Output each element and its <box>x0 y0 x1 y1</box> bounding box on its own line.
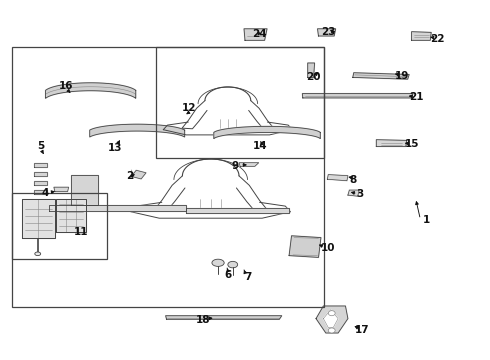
Polygon shape <box>318 29 336 36</box>
Text: 22: 22 <box>430 33 444 44</box>
Circle shape <box>328 311 335 316</box>
Text: 18: 18 <box>196 315 211 325</box>
Circle shape <box>328 328 335 333</box>
Polygon shape <box>22 199 55 238</box>
Text: 16: 16 <box>59 81 74 91</box>
Text: 13: 13 <box>108 143 122 153</box>
Polygon shape <box>308 63 315 77</box>
Text: 2: 2 <box>126 171 133 181</box>
Polygon shape <box>316 306 348 333</box>
Ellipse shape <box>228 261 238 268</box>
Polygon shape <box>412 32 431 40</box>
Polygon shape <box>90 124 185 137</box>
Text: 5: 5 <box>37 141 44 151</box>
Polygon shape <box>56 199 86 232</box>
Polygon shape <box>323 310 338 328</box>
Polygon shape <box>186 208 289 213</box>
Polygon shape <box>34 163 47 167</box>
Ellipse shape <box>35 252 41 256</box>
Text: 1: 1 <box>423 215 430 225</box>
Text: 17: 17 <box>355 325 370 336</box>
Text: 11: 11 <box>74 227 88 237</box>
Polygon shape <box>327 175 348 181</box>
Polygon shape <box>244 29 267 40</box>
Text: 12: 12 <box>181 103 196 113</box>
Text: 7: 7 <box>244 272 251 282</box>
Polygon shape <box>214 126 320 139</box>
Polygon shape <box>71 175 98 205</box>
Ellipse shape <box>212 259 224 266</box>
Polygon shape <box>376 140 407 147</box>
Polygon shape <box>34 190 47 194</box>
Text: 14: 14 <box>252 141 267 151</box>
Polygon shape <box>34 181 47 185</box>
Polygon shape <box>46 83 136 98</box>
Polygon shape <box>353 73 409 79</box>
Polygon shape <box>49 205 186 211</box>
Text: 10: 10 <box>321 243 336 253</box>
Text: 4: 4 <box>41 188 49 198</box>
Polygon shape <box>348 190 359 196</box>
Polygon shape <box>302 94 413 98</box>
Polygon shape <box>239 163 259 166</box>
Text: 19: 19 <box>394 71 409 81</box>
Polygon shape <box>166 316 282 319</box>
Text: 23: 23 <box>321 27 336 37</box>
Text: 21: 21 <box>409 92 424 102</box>
Text: 3: 3 <box>357 189 364 199</box>
Text: 24: 24 <box>252 29 267 39</box>
Text: 9: 9 <box>232 161 239 171</box>
Polygon shape <box>131 170 146 179</box>
Text: 20: 20 <box>306 72 321 82</box>
Text: 6: 6 <box>224 270 231 280</box>
Text: 8: 8 <box>349 175 356 185</box>
Polygon shape <box>34 172 47 176</box>
Text: 15: 15 <box>404 139 419 149</box>
Polygon shape <box>289 236 321 257</box>
Polygon shape <box>54 187 69 192</box>
